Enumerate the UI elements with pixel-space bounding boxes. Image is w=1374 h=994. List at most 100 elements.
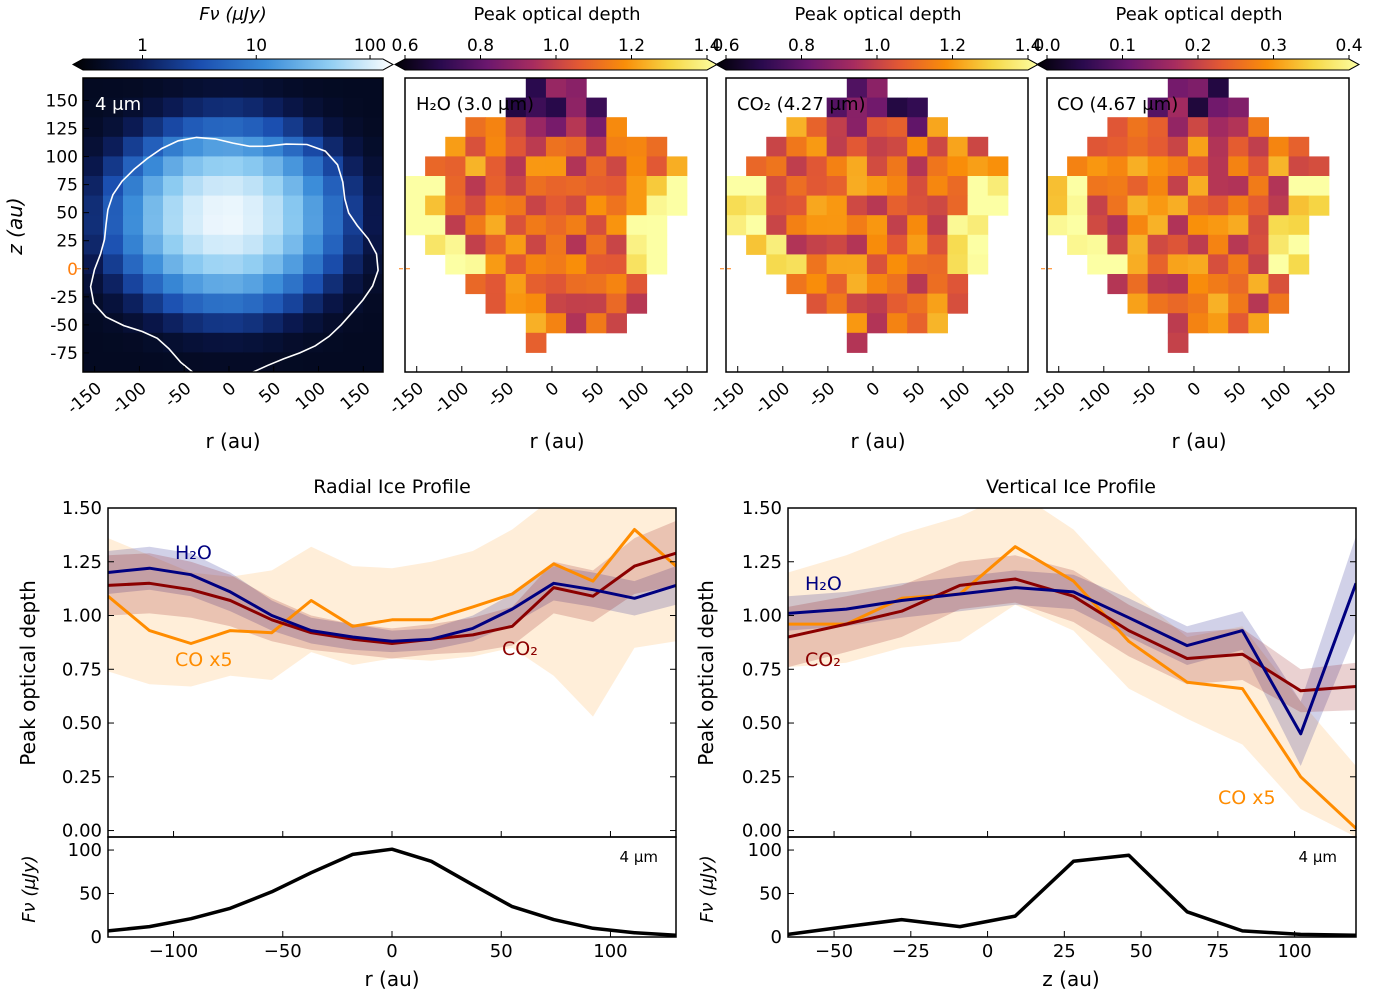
map-cell (1167, 313, 1189, 334)
map-cell (1167, 215, 1189, 236)
map-cell (203, 78, 224, 99)
map-cell (1187, 176, 1209, 197)
map-cell (806, 156, 828, 177)
map-cell (746, 156, 767, 177)
map-cell (846, 332, 868, 353)
map-cell (243, 117, 264, 138)
map-cell (163, 97, 184, 118)
map-cell (1248, 156, 1269, 177)
map-cell (343, 136, 364, 157)
map-cell (203, 176, 224, 197)
map-cell (1268, 274, 1290, 295)
map-cell (846, 215, 868, 236)
map-r-tick-label: -50 (484, 379, 518, 412)
map-cell (445, 136, 466, 157)
map-cell (1208, 254, 1229, 275)
map-cell (626, 293, 648, 314)
map-cell (485, 176, 507, 197)
map-cell (927, 313, 948, 334)
map-cell (203, 313, 224, 334)
map-cell (545, 156, 567, 177)
map-cell (806, 293, 828, 314)
map-cell (826, 254, 848, 275)
map-cell (203, 136, 224, 157)
map-cell (263, 234, 284, 255)
map-cell (163, 254, 184, 275)
map-cell (545, 136, 567, 157)
co-line (788, 545, 1356, 830)
map-cell (263, 176, 284, 197)
map-cell (283, 117, 304, 138)
map-cell (646, 156, 668, 177)
map-cell (887, 195, 908, 216)
map-cell (606, 215, 627, 236)
map-cell (445, 254, 466, 275)
map-cell (485, 274, 507, 295)
map-cell (203, 274, 224, 295)
map-r-tick-label: -50 (161, 379, 195, 412)
flux-map-panel: Fν (μJy) 1 10 100 4 μm (71, 4, 395, 382)
map-cell (786, 117, 808, 138)
map-cell (363, 254, 384, 275)
map-r-tick-label: -100 (108, 379, 150, 419)
map-cell (123, 313, 144, 334)
map-cell (243, 215, 264, 236)
vertical-flux-ylabel: Fν (μJy) (697, 855, 718, 923)
map-cell (586, 97, 607, 118)
map-cell (1187, 156, 1209, 177)
map-cell (525, 332, 547, 353)
map-cell (586, 254, 607, 275)
co2-band (788, 555, 1356, 713)
map-cell (343, 352, 364, 373)
map-cell (1107, 195, 1129, 216)
map-cell (866, 195, 888, 216)
map-cell (465, 156, 487, 177)
map-cell (303, 156, 324, 177)
map-cell (1187, 78, 1209, 99)
map-cell (505, 234, 527, 255)
map-cell (1268, 156, 1290, 177)
map-cell (1248, 176, 1269, 197)
map-cell (323, 293, 344, 314)
flux-x-tick-label: 100 (1277, 941, 1311, 962)
map-r-tick-label: -150 (707, 379, 749, 419)
map-cell (1228, 195, 1249, 216)
map-cell (1187, 215, 1209, 236)
map-cell (303, 215, 324, 236)
vertical-legend-co2: CO₂ (805, 649, 841, 671)
map-cell (223, 97, 244, 118)
map-cell (525, 293, 547, 314)
map-cell (646, 176, 668, 197)
map-cell (1167, 293, 1189, 314)
map-cell (143, 352, 164, 373)
map-cell (343, 234, 364, 255)
map-cell (525, 117, 547, 138)
map-r-tick-label: 150 (1303, 379, 1341, 415)
map-cell (283, 293, 304, 314)
map-cell (263, 332, 284, 353)
map-cell (143, 254, 164, 275)
map-cell (465, 215, 487, 236)
map-cell (545, 254, 567, 275)
map-cell (243, 352, 264, 373)
map-cell (846, 293, 868, 314)
map-z-tick-label: 100 (46, 148, 78, 168)
map-cell (243, 234, 264, 255)
profile-y-tick-label: 1.00 (742, 606, 782, 627)
map-cell (545, 313, 567, 334)
map-cell (1228, 176, 1249, 197)
map-cell (223, 176, 244, 197)
map-cell (505, 254, 527, 275)
map-cell (887, 156, 908, 177)
colorbar-tick-label: 1 (137, 36, 148, 56)
map-cell (303, 352, 324, 373)
map-cell (927, 117, 948, 138)
map-cell (746, 234, 767, 255)
map-cell (143, 313, 164, 334)
map-cell (263, 136, 284, 157)
map-cell (83, 176, 104, 197)
map-cell (967, 156, 989, 177)
map-cell (1107, 156, 1129, 177)
map-cell (1187, 313, 1209, 334)
map-cell (626, 176, 648, 197)
